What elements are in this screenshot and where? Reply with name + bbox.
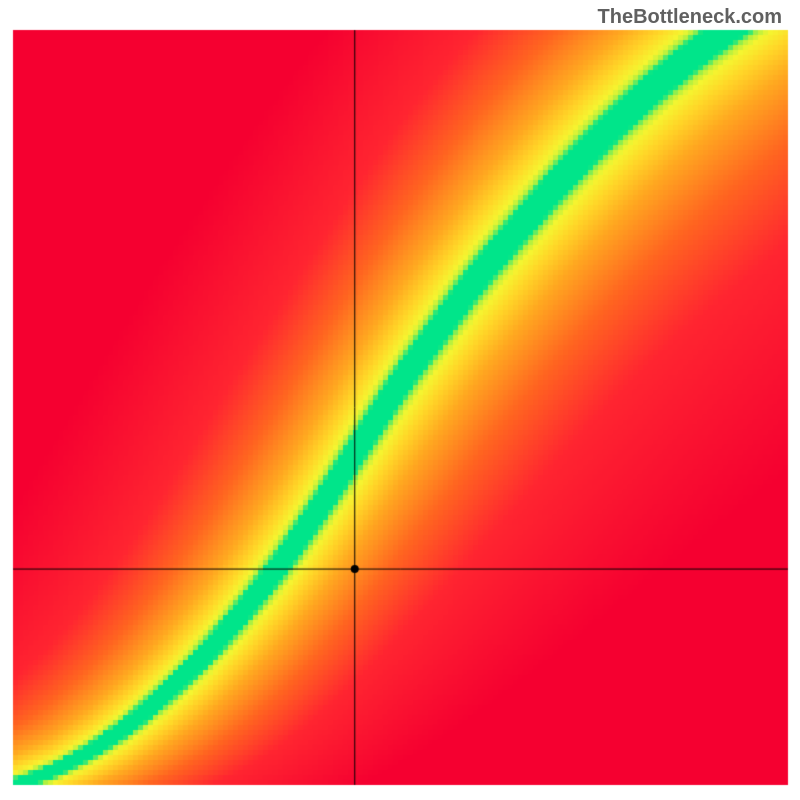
watermark-text: TheBottleneck.com bbox=[598, 6, 782, 29]
bottleneck-heatmap bbox=[0, 0, 800, 800]
